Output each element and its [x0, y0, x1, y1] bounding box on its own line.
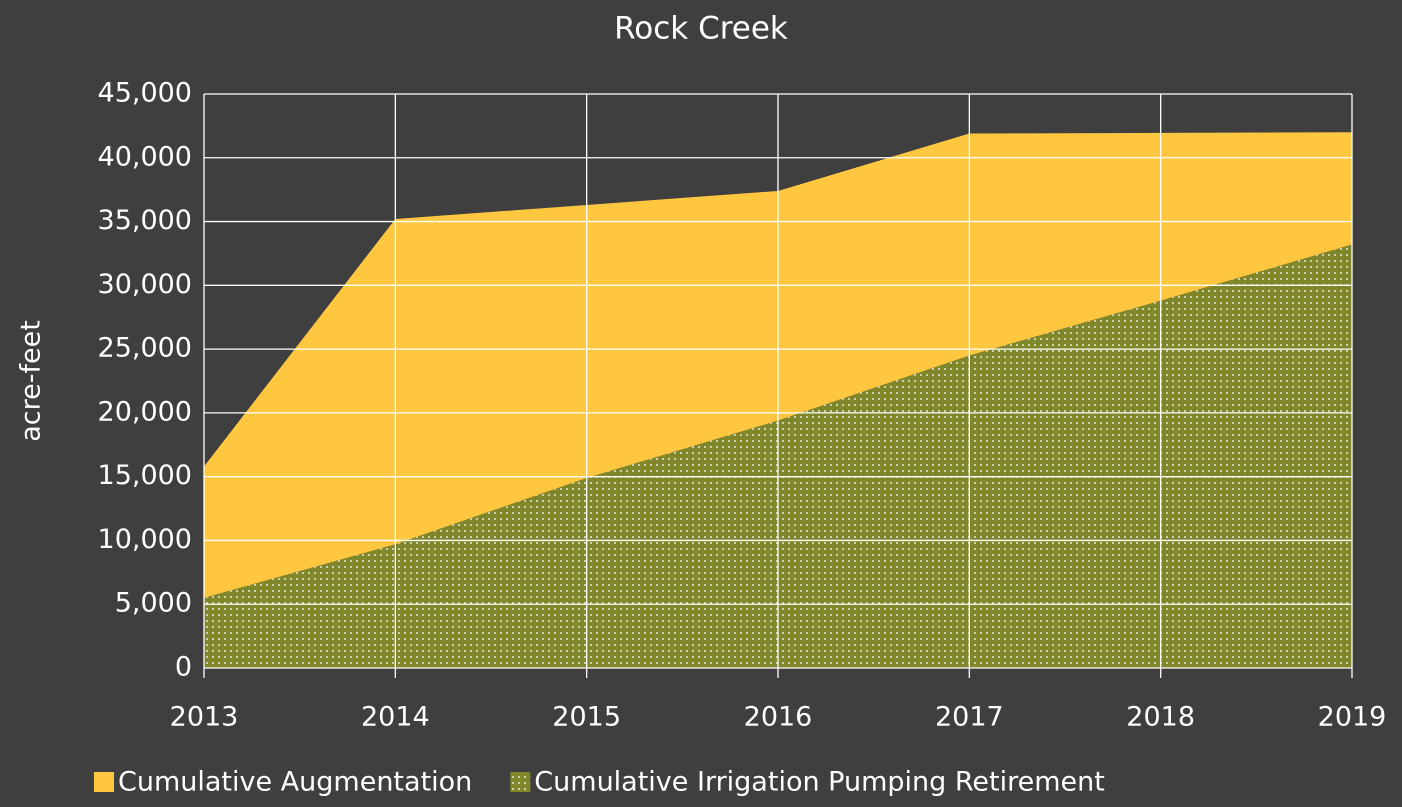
- y-tick-label: 15,000: [98, 460, 192, 491]
- x-tick-label: 2017: [935, 702, 1004, 733]
- x-tick-label: 2019: [1318, 702, 1387, 733]
- y-tick-label: 40,000: [98, 141, 192, 172]
- y-tick-label: 5,000: [115, 588, 192, 619]
- x-tick-label: 2016: [744, 702, 813, 733]
- chart-title: Rock Creek: [614, 11, 788, 47]
- x-tick-label: 2018: [1126, 702, 1195, 733]
- y-tick-label: 25,000: [98, 333, 192, 364]
- x-tick-label: 2015: [552, 702, 621, 733]
- y-tick-label: 30,000: [98, 269, 192, 300]
- legend-swatch: [94, 772, 114, 792]
- x-tick-label: 2014: [361, 702, 430, 733]
- y-tick-label: 10,000: [98, 524, 192, 555]
- y-axis-label: acre-feet: [16, 320, 47, 442]
- y-tick-label: 20,000: [98, 396, 192, 427]
- y-tick-label: 0: [175, 652, 192, 683]
- legend-label: Cumulative Irrigation Pumping Retirement: [534, 767, 1105, 798]
- x-tick-label: 2013: [170, 702, 239, 733]
- legend-swatch: [510, 772, 531, 792]
- y-tick-label: 35,000: [98, 205, 192, 236]
- y-tick-label: 45,000: [98, 78, 192, 109]
- legend-label: Cumulative Augmentation: [118, 767, 472, 798]
